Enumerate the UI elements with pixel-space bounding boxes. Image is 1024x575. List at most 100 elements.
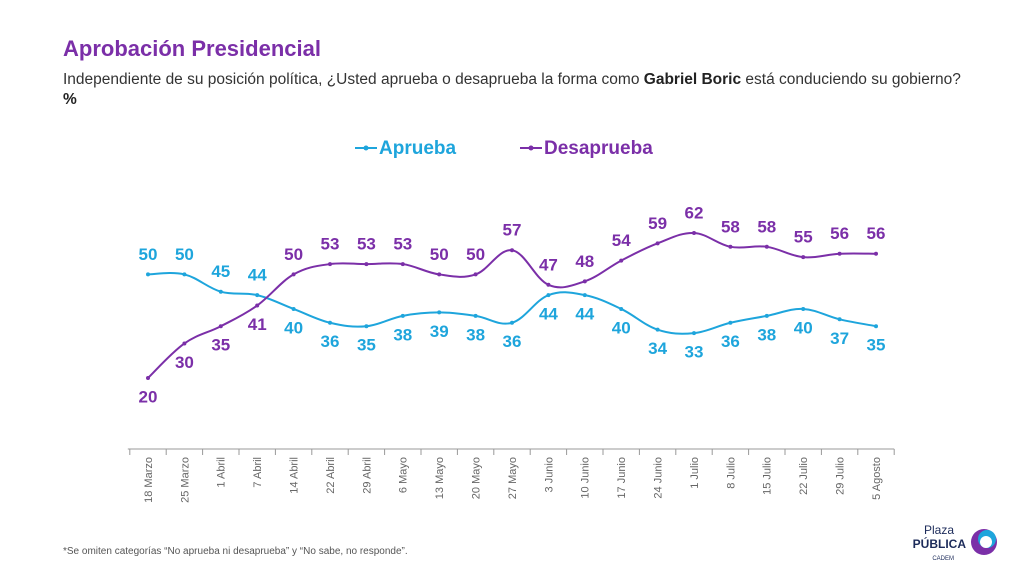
legend-dot (363, 145, 369, 151)
data-point (582, 279, 587, 284)
legend-dot (528, 145, 534, 151)
data-point (364, 262, 369, 267)
data-point (473, 313, 478, 318)
data-point (255, 293, 260, 298)
data-label: 40 (794, 318, 813, 337)
data-point (400, 262, 405, 267)
x-tick-label: 14 Abril (289, 457, 301, 494)
data-label: 50 (284, 245, 303, 264)
data-label: 33 (685, 343, 704, 362)
data-point (182, 341, 187, 346)
x-tick-label: 3 Junio (543, 457, 555, 492)
data-label: 56 (867, 224, 886, 243)
logo-text: CADEM (932, 556, 954, 562)
data-label: 62 (685, 203, 704, 222)
data-point (801, 306, 806, 311)
data-label: 37 (830, 329, 849, 348)
data-point (218, 324, 223, 329)
data-label: 44 (575, 305, 594, 324)
data-label: 30 (175, 353, 194, 372)
data-label: 53 (393, 235, 412, 254)
x-tick-label: 25 Marzo (179, 457, 191, 503)
x-tick-label: 1 Abril (216, 457, 228, 488)
chart-title: Aprobación Presidencial (63, 36, 321, 61)
x-tick-label: 1 Julio (689, 457, 701, 489)
data-point (801, 255, 806, 260)
x-tick-label: 8 Julio (725, 457, 737, 489)
x-tick-label: 27 Mayo (507, 457, 519, 499)
data-point (728, 244, 733, 249)
legend-label: Desaprueba (544, 138, 653, 159)
data-point (437, 310, 442, 315)
data-label: 38 (466, 325, 485, 344)
footnote: *Se omiten categorías “No aprueba ni des… (63, 546, 408, 557)
x-tick-label: 29 Abril (361, 457, 373, 494)
data-point (837, 317, 842, 322)
logo-text: Plaza (924, 523, 954, 537)
data-label: 20 (139, 387, 158, 406)
data-point (146, 272, 150, 277)
x-tick-label: 17 Junio (616, 457, 628, 499)
data-point (400, 313, 405, 318)
logo-text: PÚBLICA (913, 536, 967, 551)
data-point (655, 327, 660, 332)
data-label: 54 (612, 231, 631, 250)
chart-subtitle: Independiente de su posición política, ¿… (63, 70, 963, 110)
data-point (510, 320, 514, 325)
data-label: 53 (357, 235, 376, 254)
data-label: 36 (321, 332, 340, 351)
data-point (874, 324, 878, 329)
x-tick-label: 6 Mayo (398, 457, 410, 493)
data-point (874, 251, 878, 256)
data-label: 39 (430, 322, 449, 341)
x-tick-label: 22 Abril (325, 457, 337, 494)
subtitle-part: está conduciendo su gobierno? (745, 71, 961, 88)
data-label: 57 (503, 221, 522, 240)
logo: Plaza PÚBLICA CADEM (913, 523, 997, 562)
data-point (218, 289, 223, 294)
data-point (146, 376, 150, 380)
x-tick-label: 20 Mayo (471, 457, 483, 499)
subtitle-part: Independiente de su posición política, ¿… (63, 71, 640, 88)
data-point (692, 231, 696, 235)
data-point (546, 293, 551, 298)
data-point (291, 272, 296, 277)
data-point (437, 272, 442, 277)
data-point (764, 313, 769, 318)
data-point (764, 244, 769, 249)
legend-label: Aprueba (379, 138, 457, 159)
subtitle-part: % (63, 91, 77, 108)
data-point (328, 320, 332, 325)
data-point (546, 282, 551, 287)
data-point (473, 272, 478, 277)
data-point (364, 324, 369, 329)
x-tick-label: 29 Julio (835, 457, 847, 495)
data-label: 35 (211, 336, 230, 355)
data-label: 41 (248, 315, 267, 334)
logo-icon (980, 536, 992, 548)
data-label: 50 (466, 245, 485, 264)
data-label: 38 (757, 325, 776, 344)
data-label: 34 (648, 339, 667, 358)
data-label: 36 (721, 332, 740, 351)
data-point (291, 306, 296, 311)
x-tick-label: 22 Julio (798, 457, 810, 495)
data-point (328, 262, 332, 267)
data-point (255, 303, 260, 308)
data-label: 59 (648, 214, 667, 233)
data-label: 56 (830, 224, 849, 243)
data-point (619, 258, 624, 263)
x-tick-label: 24 Junio (653, 457, 665, 499)
data-point (837, 251, 842, 256)
x-tick-label: 15 Julio (762, 457, 774, 495)
data-label: 36 (503, 332, 522, 351)
data-label: 58 (721, 217, 740, 236)
data-label: 35 (357, 336, 376, 355)
data-label: 35 (867, 336, 886, 355)
data-label: 48 (575, 252, 594, 271)
data-label: 50 (139, 245, 158, 264)
data-point (655, 241, 660, 246)
x-tick-label: 10 Junio (580, 457, 592, 499)
